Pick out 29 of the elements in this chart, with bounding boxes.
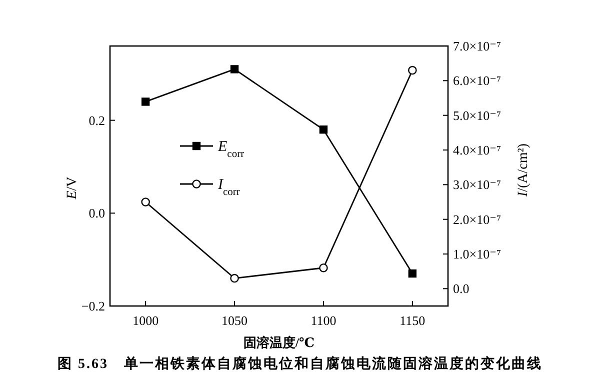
- point: [141, 98, 150, 106]
- y2-tick-label: 5.0×10⁻⁷: [453, 108, 501, 123]
- y-axis-title: E/V: [65, 176, 80, 200]
- point: [408, 269, 417, 278]
- y2-tick-label: 0.0: [453, 281, 470, 296]
- x-tick-label: 1000: [132, 313, 159, 328]
- y-tick-label: 0.2: [88, 112, 105, 128]
- y2-axis-title: I/(A/cm²): [516, 143, 531, 198]
- y2-tick-label: 1.0×10⁻⁷: [453, 246, 501, 262]
- legend-label: E$_{corr}$: [217, 139, 245, 160]
- point: [319, 125, 328, 134]
- x-tick-label: 1100: [310, 313, 336, 328]
- point: [408, 66, 417, 75]
- point: [230, 65, 239, 74]
- y2-tick-label: 4.0×10⁻⁷: [453, 142, 501, 158]
- y2-tick-label: 7.0×10⁻⁷: [453, 38, 501, 54]
- y-tick-label: 0.0: [88, 206, 105, 221]
- y2-tick-label: 2.0×10⁻⁷: [453, 212, 501, 227]
- y2-tick-label: 3.0×10⁻⁷: [453, 177, 501, 192]
- point: [319, 263, 328, 272]
- x-tick-label: 1150: [400, 313, 426, 328]
- y2-tick-label: 6.0×10⁻⁷: [453, 73, 501, 88]
- x-tick-label: 1050: [222, 313, 248, 328]
- point: [141, 198, 150, 206]
- x-axis-title: 固溶温度/℃: [243, 335, 315, 350]
- point: [230, 274, 239, 283]
- y-tick-label: −0.2: [81, 298, 105, 314]
- legend-label: I$_{corr}$: [217, 177, 240, 198]
- caption: 图 5.63 单一相铁素体自腐蚀电位和自腐蚀电流随固溶温度的变化曲线: [58, 355, 542, 372]
